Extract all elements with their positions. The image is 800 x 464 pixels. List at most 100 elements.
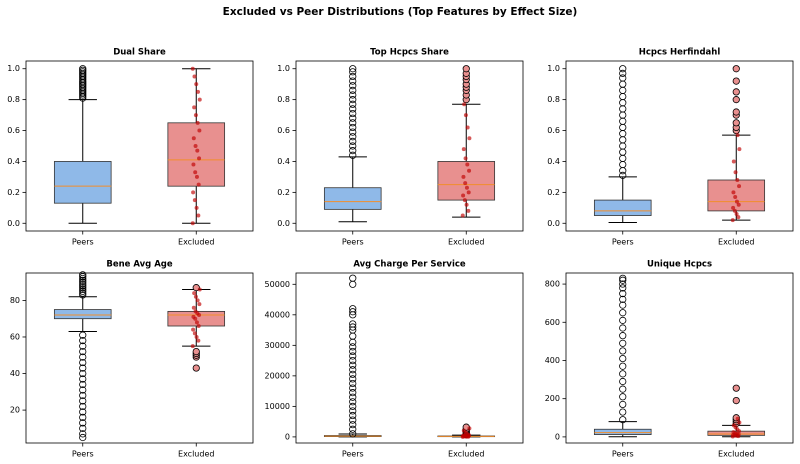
flier xyxy=(79,419,87,427)
strip-point xyxy=(461,147,466,152)
flier xyxy=(349,393,357,401)
flier xyxy=(79,402,87,411)
strip-point xyxy=(190,221,195,226)
axes-frame xyxy=(25,272,254,444)
flier xyxy=(79,285,87,294)
flier xyxy=(79,284,87,292)
flier xyxy=(349,280,357,288)
strip-point xyxy=(194,320,199,325)
flier xyxy=(192,348,200,356)
subplot-title: Avg Charge Per Service xyxy=(353,260,466,270)
y-tick-label: 0.2 xyxy=(277,188,290,197)
flier xyxy=(619,362,627,370)
strip-point xyxy=(462,198,467,203)
flier xyxy=(619,148,627,156)
y-tick-label: 1.0 xyxy=(7,64,20,73)
strip-point xyxy=(733,170,738,175)
flier xyxy=(349,91,357,99)
strip-point xyxy=(193,309,198,314)
x-tick-label: Excluded xyxy=(178,450,214,459)
strip-point xyxy=(737,184,742,189)
flier xyxy=(79,287,87,295)
subplot-title: Top Hcpcs Share xyxy=(370,48,449,58)
flier xyxy=(619,354,627,363)
flier xyxy=(732,108,740,116)
flier xyxy=(349,114,357,122)
y-tick-label: 0.2 xyxy=(547,188,560,197)
flier xyxy=(732,396,740,405)
flier xyxy=(79,413,87,422)
flier xyxy=(79,289,87,297)
subplot-title: Unique Hcpcs xyxy=(647,260,712,270)
y-tick-label: 60 xyxy=(10,332,20,341)
flier xyxy=(619,290,627,298)
strip-point xyxy=(461,174,466,179)
y-tick-label: 20000 xyxy=(265,371,290,380)
flier xyxy=(732,119,740,127)
strip-point xyxy=(465,125,470,130)
flier xyxy=(79,273,87,281)
flier xyxy=(619,309,627,317)
strip-point xyxy=(190,66,195,71)
flier xyxy=(349,133,357,141)
flier xyxy=(619,171,627,179)
flier xyxy=(79,291,87,299)
flier xyxy=(349,416,357,424)
x-tick-label: Peers xyxy=(342,238,364,247)
flier xyxy=(349,384,357,392)
flier xyxy=(619,393,627,401)
flier xyxy=(349,105,357,113)
flier xyxy=(619,276,627,284)
strip-point xyxy=(193,170,198,175)
flier xyxy=(619,105,627,113)
x-tick-label: Peers xyxy=(612,238,634,247)
flier xyxy=(79,353,87,361)
strip-point xyxy=(192,331,197,336)
flier xyxy=(619,92,627,101)
strip-point xyxy=(196,213,201,218)
strip-point xyxy=(467,136,472,141)
y-tick-label: 0.4 xyxy=(7,157,20,166)
flier xyxy=(349,338,357,346)
flier xyxy=(349,96,357,104)
flier xyxy=(79,65,87,73)
flier xyxy=(619,316,627,324)
flier xyxy=(349,72,357,81)
strip-point xyxy=(192,198,197,203)
flier xyxy=(732,96,740,104)
flier xyxy=(349,356,357,365)
strip-point xyxy=(197,302,202,307)
strip-point xyxy=(192,291,197,296)
flier xyxy=(79,397,87,405)
strip-point xyxy=(463,156,468,161)
flier xyxy=(79,424,87,432)
y-tick-label: 0.0 xyxy=(547,219,560,228)
x-tick-label: Peers xyxy=(72,450,94,459)
strip-point xyxy=(733,195,738,199)
flier xyxy=(619,160,627,169)
flier xyxy=(79,278,87,286)
flier xyxy=(619,324,627,332)
flier xyxy=(619,117,627,125)
strip-point xyxy=(731,159,736,164)
box xyxy=(593,199,652,216)
flier xyxy=(349,421,357,429)
flier xyxy=(619,301,627,309)
strip-point xyxy=(193,113,198,118)
strip-point xyxy=(194,205,199,210)
y-tick-label: 0 xyxy=(555,432,560,441)
flier xyxy=(79,280,87,288)
strip-point xyxy=(734,199,739,204)
strip-point xyxy=(191,314,196,319)
strip-point xyxy=(460,213,465,218)
flier xyxy=(349,82,357,90)
strip-point xyxy=(467,168,472,173)
flier xyxy=(349,343,357,351)
axes-frame xyxy=(25,60,254,232)
flier xyxy=(349,425,357,433)
flier xyxy=(79,337,87,345)
strip-point xyxy=(197,128,202,133)
flier xyxy=(349,100,357,108)
strip-point xyxy=(192,74,197,79)
strip-point xyxy=(193,144,198,148)
